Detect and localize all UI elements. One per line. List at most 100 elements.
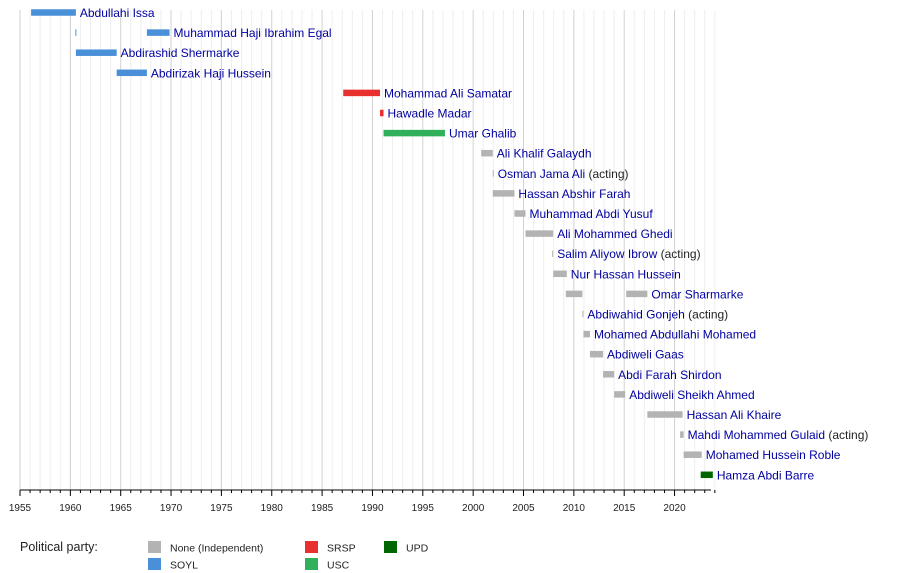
gridlines <box>19 10 716 490</box>
term-label: Omar Sharmarke <box>651 287 743 301</box>
term-label: Abdiweli Gaas <box>607 348 684 362</box>
legend-label-srsp: SRSP <box>327 543 356 555</box>
term-bar <box>31 9 76 16</box>
person-name-link[interactable]: Abdullahi Issa <box>80 6 155 20</box>
person-name-link[interactable]: Ali Khalif Galaydh <box>497 147 592 161</box>
legend-swatch-none <box>148 541 161 553</box>
term-label: Abdiweli Sheikh Ahmed <box>629 388 754 402</box>
x-tick-label: 1995 <box>412 503 435 514</box>
term-label: Abdullahi Issa <box>80 6 155 20</box>
term-bar <box>603 371 615 378</box>
x-tick-label: 2000 <box>462 503 485 514</box>
term-label: Hassan Abshir Farah <box>518 187 630 201</box>
term-bar <box>552 250 554 257</box>
term-label: Muhammad Haji Ibrahim Egal <box>174 26 332 40</box>
person-name-link[interactable]: Abdi Farah Shirdon <box>618 368 721 382</box>
person-name-link[interactable]: Mohamed Abdullahi Mohamed <box>594 328 756 342</box>
person-name-link[interactable]: Abdirashid Shermarke <box>121 46 240 60</box>
term-label: Hamza Abdi Barre <box>717 468 815 482</box>
term-bar <box>700 471 713 479</box>
person-name-link[interactable]: Abdiweli Sheikh Ahmed <box>629 388 754 402</box>
person-name-link[interactable]: Muhammad Abdi Yusuf <box>530 207 654 221</box>
term-labels: Abdullahi Issa Muhammad Haji Ibrahim Egal… <box>80 6 868 482</box>
term-label: Mahdi Mohammed Gulaid (acting) <box>688 428 869 442</box>
person-name-link[interactable]: Hawadle Madar <box>388 107 472 121</box>
x-tick-label: 2010 <box>563 503 586 514</box>
term-bar <box>75 49 117 56</box>
term-label: Mohamed Hussein Roble <box>706 448 841 462</box>
term-bar <box>492 170 494 177</box>
x-tick-label: 1990 <box>361 503 384 514</box>
person-name-link[interactable]: Hamza Abdi Barre <box>717 468 815 482</box>
person-name-link[interactable]: Umar Ghalib <box>449 127 517 141</box>
x-tick-label: 2015 <box>613 503 636 514</box>
person-name-link[interactable]: Ali Mohammed Ghedi <box>557 227 672 241</box>
term-bar <box>380 109 384 117</box>
term-label: Nur Hassan Hussein <box>571 267 681 281</box>
legend: Political party: None (Independent) SOYL S… <box>20 540 429 572</box>
term-label: Mohammad Ali Samatar <box>384 86 512 100</box>
term-label: Hassan Ali Khaire <box>687 408 782 422</box>
person-name-link[interactable]: Hassan Abshir Farah <box>518 187 630 201</box>
term-label: Abdirashid Shermarke <box>121 46 240 60</box>
person-name-link[interactable]: Omar Sharmarke <box>651 287 743 301</box>
person-name-link[interactable]: Salim Aliyow Ibrow <box>557 247 657 261</box>
person-name-link[interactable]: Muhammad Haji Ibrahim Egal <box>174 26 332 40</box>
term-label: Abdiwahid Gonjeh (acting) <box>587 308 728 322</box>
term-label: Osman Jama Ali (acting) <box>498 167 629 181</box>
term-bar <box>565 290 583 298</box>
term-bar <box>492 190 515 197</box>
term-bar <box>647 411 683 418</box>
person-name-link[interactable]: Abdiwahid Gonjeh <box>587 308 684 322</box>
term-bar <box>514 210 526 217</box>
term-bar <box>553 270 567 278</box>
x-tick-label: 1985 <box>311 503 334 514</box>
person-name-link[interactable]: Nur Hassan Hussein <box>571 267 681 281</box>
term-label: Ali Mohammed Ghedi <box>557 227 672 241</box>
legend-label-upd: UPD <box>406 543 429 555</box>
term-label: Abdi Farah Shirdon <box>618 368 721 382</box>
term-bar <box>146 29 170 36</box>
person-name-link[interactable]: Mahdi Mohammed Gulaid <box>688 428 825 442</box>
legend-title: Political party: <box>20 540 98 554</box>
term-bar <box>680 431 684 438</box>
term-label: Salim Aliyow Ibrow (acting) <box>557 247 700 261</box>
x-tick-label: 1970 <box>160 503 183 514</box>
term-label: Muhammad Abdi Yusuf <box>530 207 654 221</box>
person-name-link[interactable]: Mohamed Hussein Roble <box>706 448 841 462</box>
term-label: Ali Khalif Galaydh <box>497 147 592 161</box>
legend-swatch-upd <box>384 541 397 553</box>
legend-swatch-soyl <box>148 558 161 570</box>
person-name-link[interactable]: Osman Jama Ali <box>498 167 585 181</box>
acting-note: (acting) <box>657 247 700 261</box>
term-bar <box>481 149 493 157</box>
legend-label-soyl: SOYL <box>170 560 198 572</box>
x-tick-label: 2020 <box>663 503 686 514</box>
person-name-link[interactable]: Abdiweli Gaas <box>607 348 684 362</box>
person-name-link[interactable]: Abdirizak Haji Hussein <box>151 66 271 80</box>
x-tick-label: 1980 <box>261 503 284 514</box>
term-label: Mohamed Abdullahi Mohamed <box>594 328 756 342</box>
acting-note: (acting) <box>825 428 868 442</box>
term-bar <box>614 391 626 398</box>
acting-note: (acting) <box>585 167 628 181</box>
term-bar <box>626 290 648 298</box>
x-tick-label: 1975 <box>210 503 233 514</box>
term-bar <box>583 330 590 338</box>
term-label: Abdirizak Haji Hussein <box>151 66 271 80</box>
person-name-link[interactable]: Mohammad Ali Samatar <box>384 86 512 100</box>
legend-label-none: None (Independent) <box>170 543 263 555</box>
term-bar <box>582 310 584 318</box>
acting-note: (acting) <box>685 308 728 322</box>
legend-label-usc: USC <box>327 560 350 572</box>
term-bar <box>683 451 702 458</box>
person-name-link[interactable]: Hassan Ali Khaire <box>687 408 782 422</box>
term-bar <box>589 350 604 358</box>
term-bar <box>75 29 77 36</box>
x-axis-ticks: 1955 1960 1965 1970 1975 1980 1985 1990 1995 2000… <box>9 490 716 514</box>
term-bar <box>525 230 554 237</box>
legend-swatch-usc <box>305 558 318 570</box>
term-label: Hawadle Madar <box>388 107 472 121</box>
legend-swatch-srsp <box>305 541 318 553</box>
